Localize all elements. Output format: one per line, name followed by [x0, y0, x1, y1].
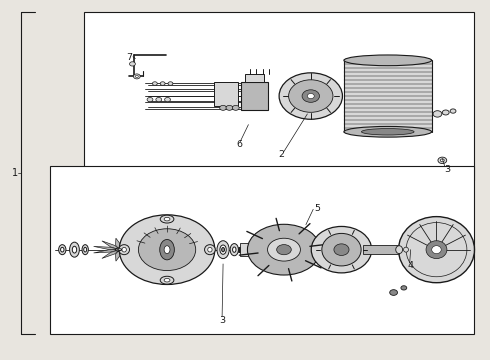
Text: 3: 3 [444, 165, 450, 174]
Ellipse shape [302, 90, 319, 102]
Ellipse shape [441, 159, 444, 162]
Ellipse shape [220, 245, 226, 254]
Circle shape [168, 82, 173, 85]
Text: 1: 1 [12, 168, 19, 178]
Ellipse shape [118, 249, 122, 251]
Ellipse shape [426, 241, 447, 258]
Circle shape [165, 98, 171, 102]
Ellipse shape [311, 226, 372, 273]
Bar [363, 245, 399, 254]
Ellipse shape [164, 246, 170, 253]
Ellipse shape [116, 248, 124, 251]
Circle shape [390, 290, 397, 296]
Ellipse shape [204, 245, 215, 255]
Polygon shape [94, 249, 120, 253]
Circle shape [152, 82, 157, 85]
Bar [245, 74, 265, 82]
Text: 6: 6 [236, 140, 242, 149]
Polygon shape [120, 239, 131, 249]
Polygon shape [116, 238, 121, 249]
Circle shape [226, 105, 233, 111]
Text: 3: 3 [219, 315, 225, 324]
Ellipse shape [160, 239, 174, 260]
Circle shape [135, 75, 138, 77]
Circle shape [401, 286, 407, 290]
Ellipse shape [322, 233, 361, 266]
Ellipse shape [277, 244, 291, 255]
Ellipse shape [233, 247, 236, 252]
Ellipse shape [164, 217, 170, 221]
Ellipse shape [344, 55, 432, 66]
Ellipse shape [73, 246, 76, 253]
Circle shape [442, 110, 449, 115]
Ellipse shape [221, 248, 224, 252]
Ellipse shape [279, 73, 343, 119]
Circle shape [156, 98, 162, 102]
Bar [84, 12, 474, 180]
Ellipse shape [160, 215, 174, 223]
Circle shape [450, 109, 456, 113]
Text: 7: 7 [126, 53, 132, 62]
Ellipse shape [138, 229, 196, 271]
Circle shape [232, 105, 239, 111]
Ellipse shape [82, 245, 88, 255]
Bar [241, 82, 268, 111]
Ellipse shape [307, 94, 314, 99]
Polygon shape [94, 246, 120, 249]
Ellipse shape [334, 244, 349, 256]
Ellipse shape [230, 244, 239, 256]
Ellipse shape [396, 246, 403, 253]
Ellipse shape [217, 241, 229, 258]
Polygon shape [116, 249, 121, 261]
Ellipse shape [289, 80, 333, 112]
Text: 2: 2 [278, 150, 285, 159]
Circle shape [129, 62, 135, 66]
Ellipse shape [404, 247, 408, 252]
Bar [240, 243, 335, 256]
Circle shape [147, 98, 153, 102]
Circle shape [160, 82, 165, 85]
Bar [344, 60, 432, 132]
Polygon shape [120, 249, 131, 260]
Ellipse shape [59, 245, 66, 255]
Text: 4: 4 [408, 261, 414, 270]
Ellipse shape [268, 238, 300, 261]
Ellipse shape [84, 247, 87, 252]
Circle shape [220, 105, 226, 111]
Circle shape [133, 74, 140, 79]
Circle shape [433, 111, 442, 117]
Text: 5: 5 [314, 204, 320, 213]
Ellipse shape [362, 129, 414, 135]
Ellipse shape [70, 242, 79, 257]
Bar [214, 82, 238, 106]
Polygon shape [120, 249, 143, 256]
Ellipse shape [61, 247, 64, 252]
Ellipse shape [344, 126, 432, 137]
Ellipse shape [164, 278, 170, 282]
Polygon shape [120, 243, 143, 249]
Ellipse shape [398, 217, 474, 283]
Polygon shape [102, 241, 120, 249]
Ellipse shape [247, 224, 320, 275]
Polygon shape [120, 248, 147, 251]
Ellipse shape [438, 157, 447, 163]
Ellipse shape [119, 245, 129, 255]
Ellipse shape [208, 247, 212, 252]
Ellipse shape [122, 247, 126, 252]
Ellipse shape [432, 246, 441, 254]
Ellipse shape [119, 215, 215, 284]
Bar [50, 166, 474, 334]
Polygon shape [102, 249, 120, 258]
Ellipse shape [160, 276, 174, 284]
